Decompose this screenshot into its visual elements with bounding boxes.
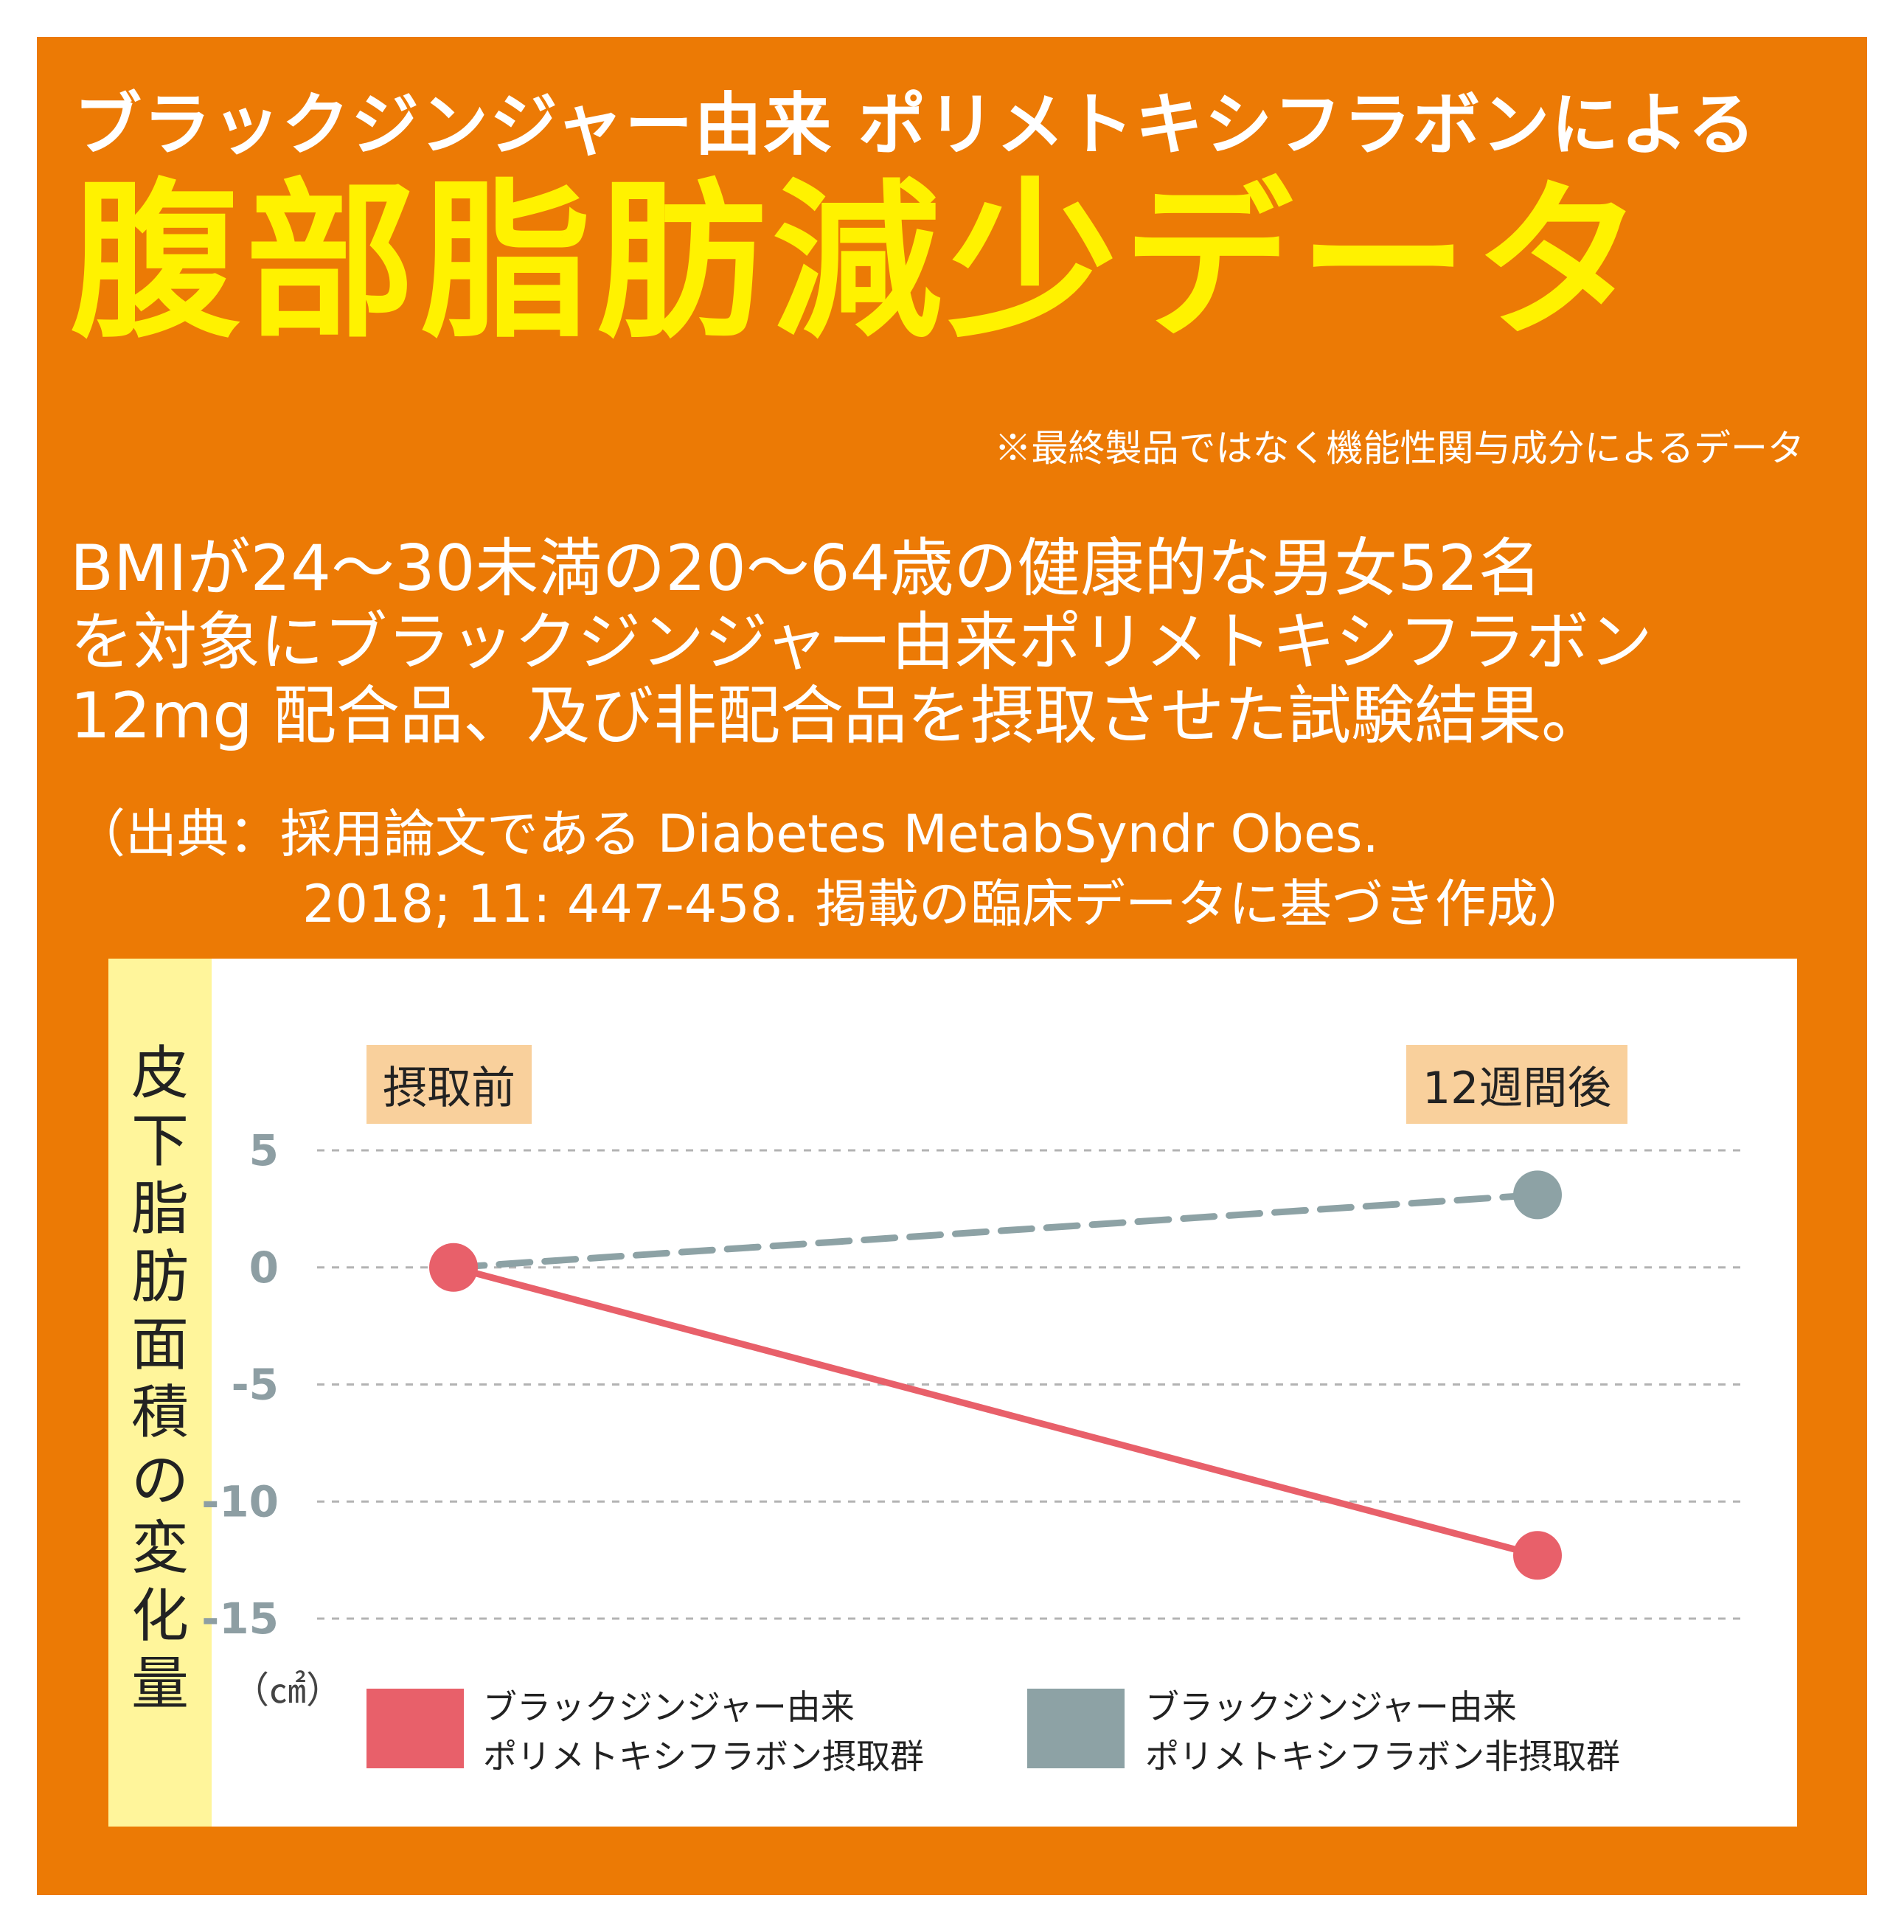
legend-label-non-intake-line2: ポリメトキシフラボン非摂取群	[1145, 1736, 1620, 1776]
category-label-before: 摂取前	[366, 1045, 532, 1124]
y-tick-label: 0	[249, 1243, 279, 1293]
source-line-1: （出典：採用論文である Diabetes MetabSyndr Obes.	[74, 804, 1379, 864]
series-0-point	[429, 1243, 478, 1292]
y-axis-label-char: 面	[131, 1312, 189, 1379]
legend-swatch-intake	[366, 1689, 464, 1768]
y-axis-label-char: 肪	[131, 1244, 189, 1311]
y-tick-label: -5	[232, 1360, 279, 1410]
y-axis-label-char: 量	[131, 1651, 189, 1718]
y-axis-label-char: 変	[131, 1515, 189, 1582]
y-axis-label-char: 脂	[131, 1176, 189, 1243]
subtitle: ブラックジンジャー由来 ポリメトキシフラボンによる	[74, 86, 1757, 164]
y-axis-label-char: 下	[131, 1108, 189, 1175]
y-tick-label: -10	[201, 1476, 279, 1526]
y-axis-label: 皮下脂肪面積の変化量	[108, 1040, 212, 1718]
y-axis-unit: （㎠）	[232, 1669, 343, 1712]
y-axis-label-char: 皮	[131, 1040, 189, 1107]
description-line-3: 12mg 配合品、及び非配合品を摂取させた試験結果。	[70, 679, 1605, 753]
source-line-2: 2018; 11: 447-458. 掲載の臨床データに基づき作成）	[302, 874, 1590, 934]
legend-label-non-intake: ブラックジンジャー由来 ポリメトキシフラボン非摂取群	[1145, 1683, 1620, 1781]
legend-label-intake: ブラックジンジャー由来 ポリメトキシフラボン摂取群	[483, 1683, 924, 1781]
y-tick-label: -15	[201, 1594, 279, 1644]
legend-label-intake-line2: ポリメトキシフラボン摂取群	[483, 1736, 924, 1776]
legend-label-intake-line1: ブラックジンジャー由来	[483, 1687, 855, 1727]
y-axis-label-char: 化	[131, 1583, 189, 1650]
description-line-1: BMIが24〜30未満の20〜64歳の健康的な男女52名	[70, 532, 1542, 605]
series-line-0	[450, 1264, 1541, 1559]
series-1-point	[1513, 1170, 1562, 1220]
series-line-1	[450, 1191, 1541, 1271]
y-tick-label: 5	[249, 1125, 279, 1175]
legend-label-non-intake-line1: ブラックジンジャー由来	[1145, 1687, 1517, 1727]
description-line-2: を対象にブラックジンジャー由来ポリメトキシフラボン	[70, 605, 1653, 679]
y-axis-label-band	[108, 959, 212, 1827]
series-0-point	[1513, 1531, 1562, 1580]
y-axis-label-char: 積	[131, 1380, 189, 1447]
legend-swatch-non-intake	[1027, 1689, 1125, 1768]
main-title: 腹部脂肪減少データ	[70, 162, 1650, 361]
category-label-after: 12週間後	[1406, 1045, 1628, 1124]
disclaimer-note: ※最終製品ではなく機能性関与成分によるデータ	[994, 427, 1805, 470]
y-axis-label-char: の	[131, 1448, 189, 1515]
